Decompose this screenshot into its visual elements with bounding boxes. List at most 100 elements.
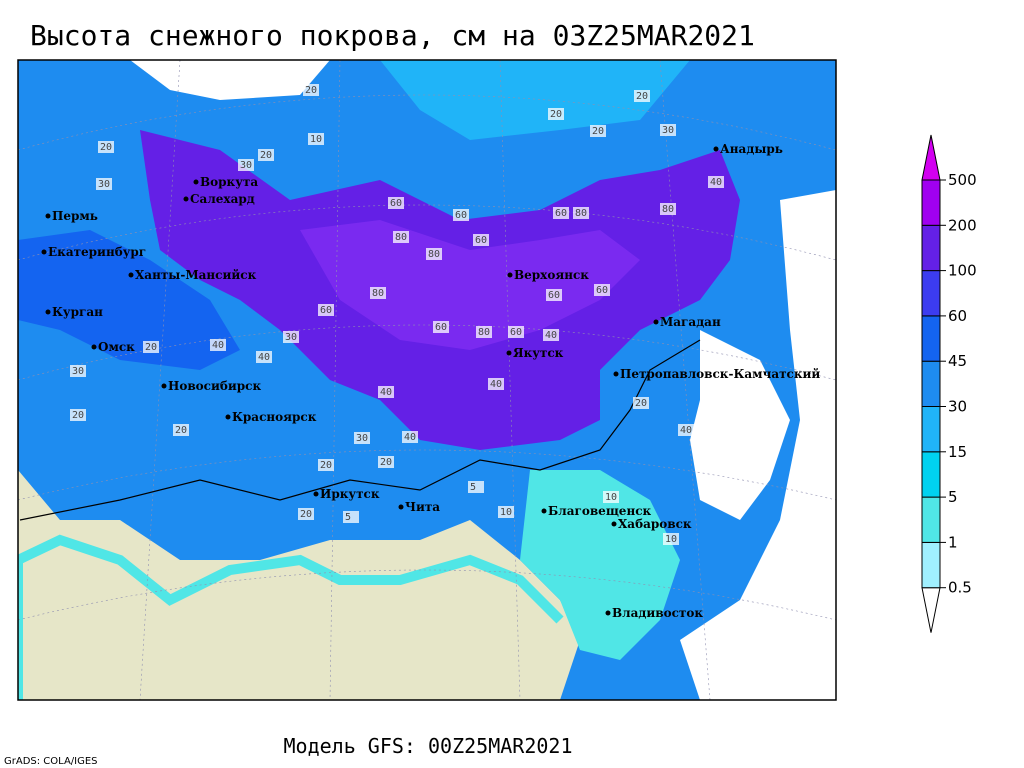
city-dot [45, 309, 51, 315]
city-dot [313, 491, 319, 497]
contour-label-box [298, 508, 314, 520]
city-label: Екатеринбург [48, 245, 146, 259]
contour-label: 80 [428, 249, 440, 260]
city-label: Верхоянск [514, 268, 589, 282]
title: Высота снежного покрова, см на 03Z25MAR2… [30, 19, 755, 52]
contour-label-box [660, 203, 676, 215]
contour-label: 20 [260, 150, 272, 161]
contour-label: 60 [596, 285, 608, 296]
contour-label: 20 [380, 457, 392, 468]
contour-label-box [594, 284, 610, 296]
city-label: Благовещенск [548, 504, 652, 518]
contour-label: 60 [390, 198, 402, 209]
graticule [18, 60, 836, 700]
contour-label-box [378, 456, 394, 468]
sea [130, 60, 330, 100]
contour-label: 10 [310, 134, 322, 145]
legend-swatch [921, 451, 941, 498]
city-label: Ханты-Мансийск [135, 268, 257, 282]
contour-label: 20 [636, 91, 648, 102]
contour-label-box [210, 339, 226, 351]
deeper-snow [300, 220, 640, 350]
city-dot [398, 504, 404, 510]
contour-label: 5 [470, 482, 476, 493]
contour-label-box [256, 351, 272, 363]
contour-label-box [354, 432, 370, 444]
contour-label-box [70, 409, 86, 421]
contour-label-box [378, 386, 394, 398]
pacific [680, 190, 836, 700]
contour-label-box [238, 159, 254, 171]
contour-label-box [573, 207, 589, 219]
contour-label: 40 [680, 425, 692, 436]
contour-label: 20 [145, 342, 157, 353]
contour-label: 40 [380, 387, 392, 398]
contour-label: 80 [662, 204, 674, 215]
contour-label-box [468, 481, 484, 493]
contour-label-box [553, 207, 569, 219]
legend-level: 500 [948, 171, 977, 189]
legend-swatch [921, 406, 941, 453]
contour-label: 20 [300, 509, 312, 520]
city-label: Салехард [190, 192, 255, 206]
city-label: Петропавловск-Камчатский [620, 367, 820, 381]
legend-swatch [921, 134, 941, 181]
low-snow [520, 470, 680, 660]
legend-level: 1 [948, 533, 958, 551]
city-dot [128, 272, 134, 278]
contour-label-box [388, 197, 404, 209]
legend-swatch [921, 496, 941, 543]
contour-label-box [634, 90, 650, 102]
contour-label-box [283, 331, 299, 343]
city-label: Красноярск [232, 410, 317, 424]
city-label: Омск [98, 340, 135, 354]
city-dot [225, 414, 231, 420]
city-dot [613, 371, 619, 377]
credit: GrADS: COLA/IGES [4, 756, 98, 767]
map: Воркута Салехард Пермь Екатеринбург Ханты-Ма… [18, 60, 836, 700]
city-dot [541, 508, 547, 514]
legend-level: 0.5 [948, 579, 972, 597]
contour-label: 60 [475, 235, 487, 246]
city-dot [41, 249, 47, 255]
city-label: Магадан [660, 315, 721, 329]
contour-label: 60 [555, 208, 567, 219]
legend-level: 60 [948, 307, 967, 325]
city-label: Курган [52, 305, 103, 319]
city-dot [507, 272, 513, 278]
city-dot [45, 213, 51, 219]
contour-label: 40 [710, 177, 722, 188]
contour-label: 30 [662, 125, 674, 136]
city-dot [506, 350, 512, 356]
legend-level: 100 [948, 262, 977, 280]
city-dot [193, 179, 199, 185]
contour-label-box [318, 304, 334, 316]
contour-label-box [453, 209, 469, 221]
contour-label-box [708, 176, 724, 188]
contour-label: 60 [510, 327, 522, 338]
legend-level: 30 [948, 398, 967, 416]
subtitle: Модель GFS: 00Z25MAR2021 [284, 734, 573, 758]
legend-swatch [921, 179, 941, 226]
contour-label: 60 [548, 290, 560, 301]
contour-label: 60 [455, 210, 467, 221]
okhotsk-sea [690, 330, 790, 520]
legend-swatch [921, 360, 941, 408]
city-label: Новосибирск [168, 379, 261, 393]
legend-swatch [921, 224, 941, 272]
sea-ice [380, 60, 690, 140]
legend-swatch [921, 270, 941, 317]
contour-label-box [258, 149, 274, 161]
contour-label: 60 [320, 305, 332, 316]
contour-label: 80 [372, 288, 384, 299]
contour-label: 80 [478, 327, 490, 338]
contour-label-box [343, 511, 359, 523]
contour-label-box [402, 431, 418, 443]
contour-label-box [426, 248, 442, 260]
contour-label-box [603, 491, 619, 503]
city-dot [605, 610, 611, 616]
contour-label-box [473, 234, 489, 246]
contour-label: 20 [305, 85, 317, 96]
contour-label-box [488, 378, 504, 390]
